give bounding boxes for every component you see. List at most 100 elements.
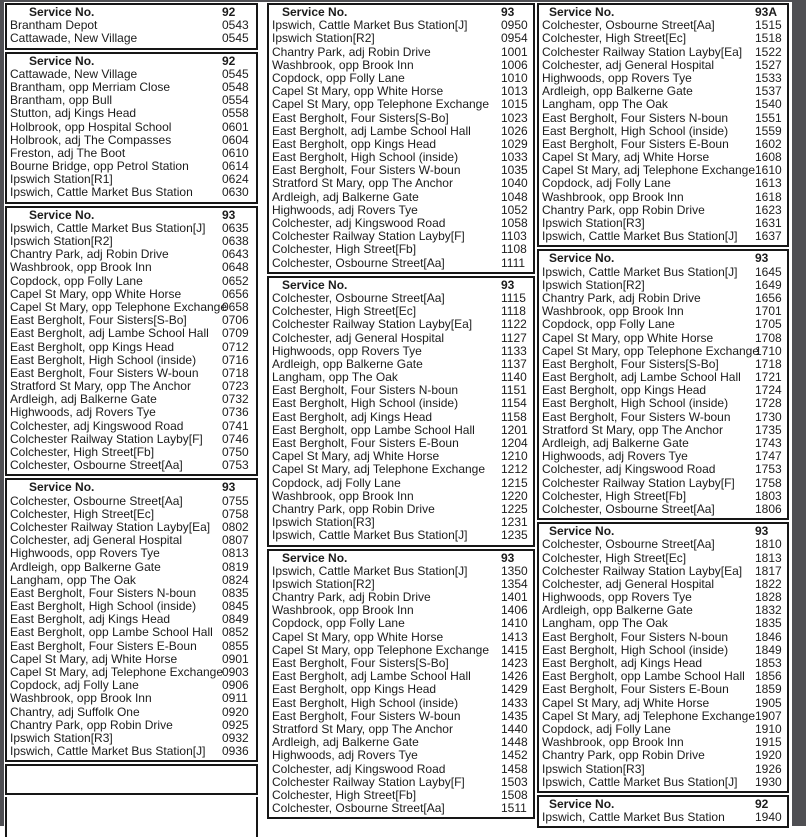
stop-row: Washbrook, opp Brook Inn 1701 (539, 304, 787, 319)
departure-time: 1631 (755, 216, 782, 230)
departure-time: 0624 (222, 172, 249, 187)
stop-row: Colchester Railway Station Layby[F] 0746 (7, 432, 256, 446)
departure-time: 1423 (501, 656, 528, 670)
departure-time: 1354 (501, 576, 528, 591)
stop-row: Langham, opp The Oak 0824 (7, 572, 256, 587)
stop-row: East Bergholt, High School (inside) 0716 (7, 352, 256, 367)
stop-row: Colchester Railway Station Layby[F] 1758 (539, 475, 787, 490)
stop-name: Washbrook, opp Brook Inn (10, 260, 152, 275)
stop-name: Copdock, opp Folly Lane (10, 273, 143, 288)
departure-time: 1151 (501, 383, 527, 398)
stop-name: Copdock, adj Folly Lane (542, 176, 671, 191)
stop-row: Bourne Bridge, opp Petrol Station 0614 (7, 159, 256, 173)
stop-row: Ardleigh, adj Balkerne Gate 1743 (539, 436, 787, 450)
stop-name: Ipswich, Cattle Market Bus Station[J] (272, 528, 468, 543)
table-header-row: Service No. 92 (7, 5, 256, 19)
stop-name: Colchester, Osbourne Street[Aa] (542, 537, 715, 552)
stop-row: Colchester, High Street[Ec] 1518 (539, 32, 787, 45)
stop-row: Brantham, opp Bull 0554 (7, 93, 256, 107)
service-number: 92 (222, 5, 236, 19)
departure-time: 0545 (222, 31, 249, 46)
stop-row: Colchester Railway Station Layby[Ea] 1522 (539, 44, 787, 59)
departure-time: 0852 (222, 625, 249, 640)
stop-row: Capel St Mary, opp Telephone Exchange 101… (269, 98, 533, 111)
departure-time: 0849 (222, 612, 249, 627)
departure-time: 1728 (755, 396, 782, 411)
stop-row: Ipswich Station[R2] 0638 (7, 234, 256, 248)
departure-time: 1220 (501, 488, 528, 503)
departure-time: 0813 (222, 546, 249, 561)
departure-time: 1522 (755, 44, 782, 59)
stop-name: Chantry, adj Suffolk One (10, 704, 140, 719)
departure-time: 1035 (501, 163, 528, 178)
stop-row: East Bergholt, opp Lambe School Hall 1201 (269, 423, 533, 437)
departure-time: 0741 (222, 418, 249, 433)
stop-row: Capel St Mary, opp Telephone Exchange 171… (539, 343, 787, 358)
cut-off-table-fragment (5, 797, 258, 837)
departure-time: 0736 (222, 405, 249, 420)
departure-time: 1426 (501, 669, 528, 684)
table-header-row: Service No. 93A (539, 5, 787, 19)
stop-row: East Bergholt, High School (inside) 1849 (539, 643, 787, 657)
departure-time: 1758 (755, 475, 782, 490)
departure-time: 0630 (222, 185, 249, 200)
stop-row: East Bergholt, opp Lambe School Hall 0852 (7, 626, 256, 639)
stop-row: Stratford St Mary, opp The Anchor 0723 (7, 379, 256, 393)
stop-name: Ipswich Station[R2] (272, 576, 375, 591)
service-number: 93A (755, 5, 778, 19)
stop-name: East Bergholt, High School (inside) (272, 150, 459, 165)
departure-time: 1618 (755, 189, 782, 204)
service-timetable: Service No. 93 Colchester, Osbourne Street… (267, 275, 535, 547)
departure-time: 1001 (501, 44, 528, 59)
stop-row: Chantry Park, adj Robin Drive 1656 (539, 290, 787, 305)
departure-time: 0648 (222, 260, 249, 275)
stop-name: Capel St Mary, adj Telephone Exchange (542, 163, 756, 178)
departure-time: 1701 (755, 304, 782, 319)
stop-row: Colchester, adj General Hospital 1822 (539, 577, 787, 591)
departure-time: 1503 (501, 774, 528, 789)
stop-row: East Bergholt, Four Sisters[S-Bo] 0706 (7, 313, 256, 328)
stop-row: East Bergholt, adj Kings Head 1158 (269, 410, 533, 424)
stop-row: East Bergholt, High School (inside) 1559 (539, 124, 787, 138)
departure-time: 1656 (755, 290, 782, 305)
stop-name: Copdock, adj Folly Lane (542, 721, 671, 736)
departure-time: 0758 (222, 506, 249, 521)
departure-time: 0824 (222, 572, 249, 587)
stop-name: Colchester, Osbourne Street[Aa] (10, 458, 183, 473)
stop-name: Ipswich, Cattle Market Bus Station[J] (542, 774, 738, 789)
stop-row: Copdock, adj Folly Lane 0906 (7, 678, 256, 692)
stop-row: Colchester Railway Station Layby[F] 1503 (269, 774, 533, 789)
stop-row: Highwoods, adj Rovers Tye 1452 (269, 749, 533, 762)
stop-row: Copdock, opp Folly Lane 1705 (539, 318, 787, 331)
departure-time: 1033 (501, 150, 528, 165)
stop-row: East Bergholt, High School (inside) 1154 (269, 397, 533, 410)
departure-time: 1920 (755, 748, 782, 763)
stop-name: Stratford St Mary, opp The Anchor (272, 176, 453, 191)
departure-time: 1806 (755, 501, 782, 516)
departure-time: 1915 (755, 735, 782, 750)
timetable-column-2: Service No. 93 Ipswich, Cattle Market Bus … (267, 3, 535, 821)
stop-name: Ardleigh, adj Balkerne Gate (10, 392, 157, 407)
stop-row: Colchester, adj General Hospital 1127 (269, 331, 533, 345)
departure-time: 1705 (755, 317, 782, 332)
stop-row: Colchester, High Street[Fb] 1508 (269, 788, 533, 802)
stop-row: Colchester, adj Kingswood Road 1058 (269, 216, 533, 230)
stop-name: Colchester Railway Station Layby[Ea] (542, 44, 743, 59)
service-no-label: Service No. (549, 524, 615, 539)
stop-name: Highwoods, adj Rovers Tye (10, 405, 156, 420)
stop-row: Ipswich, Cattle Market Bus Station[J] 095… (269, 18, 533, 32)
departure-time: 0716 (222, 352, 249, 367)
stop-name: Chantry Park, opp Robin Drive (10, 717, 173, 732)
stop-row: Ipswich, Cattle Market Bus Station[J] 135… (269, 564, 533, 578)
stop-name: East Bergholt, Four Sisters[S-Bo] (10, 313, 187, 328)
stop-row: Langham, opp The Oak 1140 (269, 370, 533, 384)
departure-time: 0548 (222, 79, 249, 94)
stop-row: Colchester, High Street[Ec] 1118 (269, 304, 533, 318)
stop-name: Freston, adj The Boot (10, 145, 126, 160)
stop-row: Langham, opp The Oak 1540 (539, 98, 787, 111)
departure-time: 1710 (755, 343, 782, 358)
table-header-row: Service No. 93 (539, 524, 787, 539)
departure-time: 1743 (755, 436, 782, 450)
stop-name: Cattawade, New Village (10, 31, 138, 46)
stop-name: Capel St Mary, opp White Horse (272, 84, 444, 99)
